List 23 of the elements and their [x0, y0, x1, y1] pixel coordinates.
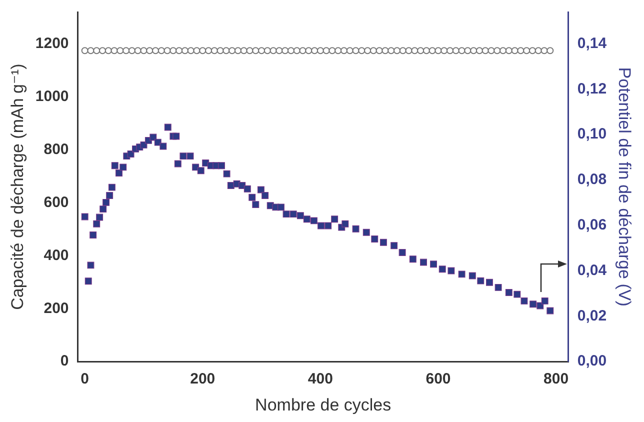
y2-tick-label: 0,00 — [577, 352, 607, 370]
x-tick-label: 600 — [426, 370, 451, 388]
y2-tick-label: 0,02 — [577, 307, 607, 324]
x-tick-label: 800 — [544, 370, 569, 388]
y2-tick-label: 0,12 — [577, 80, 607, 98]
x-tick-label: 400 — [308, 370, 333, 388]
y-axis-title: Capacité de décharge (mAh g⁻¹) — [8, 64, 27, 310]
y2-tick-label: 0,08 — [577, 171, 607, 188]
y-tick-label: 600 — [44, 194, 69, 211]
y2-axis-title: Potentiel de fin de décharge (V) — [615, 67, 634, 306]
y-tick-label: 0 — [60, 352, 69, 370]
y-tick-label: 400 — [44, 246, 69, 264]
x-tick-label: 200 — [190, 370, 216, 388]
y-tick-label: 1200 — [35, 34, 69, 52]
y2-tick-label: 0,14 — [577, 34, 608, 52]
y2-tick-label: 0,04 — [577, 262, 608, 279]
y2-tick-label: 0,06 — [577, 216, 607, 234]
y2-tick-label: 0,10 — [577, 126, 607, 143]
y-tick-label: 200 — [44, 300, 69, 317]
y-tick-label: 1000 — [35, 88, 69, 105]
x-axis-title: Nombre de cycles — [255, 395, 392, 414]
x-tick-label: 0 — [80, 370, 90, 388]
y-tick-label: 800 — [44, 140, 69, 158]
